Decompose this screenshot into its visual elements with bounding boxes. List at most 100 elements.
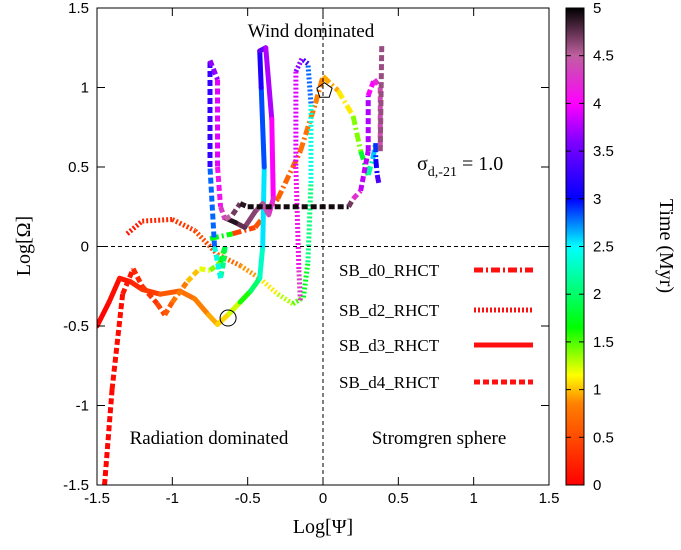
y-axis-label: Log[Ω] [13, 216, 35, 276]
series-segment [263, 45, 275, 122]
annotation-radiation-dominated: Radiation dominated [130, 428, 289, 449]
x-tick-label: -0.5 [235, 490, 261, 507]
x-tick-label: 1.5 [539, 490, 560, 507]
series-segment [335, 89, 356, 118]
colorbar-tick-label: 1.5 [593, 334, 614, 351]
series-segment [215, 310, 233, 327]
series-segment [373, 158, 380, 176]
series-segment [227, 299, 243, 316]
series-segment [313, 75, 326, 105]
series-segment [171, 217, 197, 233]
series-segment [106, 275, 123, 305]
y-tick-label: 1.5 [68, 0, 89, 17]
series-segment [372, 78, 383, 90]
series-segment [237, 288, 254, 305]
annotation-wind-dominated: Wind dominated [248, 21, 375, 42]
legend-label: SB_d3_RHCT [339, 336, 440, 355]
series-segment [209, 231, 234, 241]
series-segment [109, 293, 126, 390]
x-axis-label: Log[Ψ] [293, 516, 353, 538]
series-segment [358, 150, 371, 192]
series-segment [230, 202, 243, 217]
series-segment [238, 263, 262, 281]
series-segment [374, 174, 382, 184]
series-segment [242, 209, 258, 230]
plot-area [97, 44, 385, 485]
series-segment [258, 85, 267, 170]
colorbar-tick-label: 1 [593, 382, 601, 399]
series-segment [257, 48, 264, 90]
series-segment [185, 267, 202, 284]
series-segment [351, 189, 363, 201]
series-segment [97, 299, 112, 329]
series-segment [120, 267, 136, 296]
series-segment [275, 150, 303, 200]
series-segment [192, 296, 211, 318]
y-tick-label: -0.5 [63, 318, 89, 335]
legend: SB_d0_RHCT SB_d2_RHCT SB_d3_RHCT SB_d4_RHCT [339, 261, 533, 392]
series-segment [140, 284, 160, 306]
series-segment [365, 158, 376, 176]
series-segment [269, 116, 276, 202]
colorbar-ticks: 0 0.5 1 1.5 2 2.5 3 3.5 4 4.5 5 [566, 0, 614, 494]
marker-pentagon [316, 82, 333, 98]
colorbar-label: Time (Myr) [655, 199, 677, 293]
series-segment [199, 266, 211, 273]
series-segment [207, 166, 218, 247]
series-segment [296, 270, 303, 303]
series-segment [207, 59, 220, 81]
marker-circle [219, 309, 237, 327]
colorbar-tick-label: 4.5 [593, 48, 614, 65]
series-segment [257, 244, 266, 281]
series-segment [125, 219, 144, 236]
annotation-stromgren-sphere: Stromgren sphere [372, 428, 507, 449]
x-tick-label: -1 [166, 490, 179, 507]
series-segment [305, 182, 314, 263]
series-segment [102, 389, 115, 485]
series-segment [239, 201, 249, 210]
y-tick-label: 0 [81, 239, 89, 256]
x-tick-label: -1.5 [84, 490, 110, 507]
series-segment [221, 246, 228, 263]
series-SB_d2_RHCT [125, 56, 314, 306]
series-segment [276, 292, 295, 306]
series-segment [130, 267, 145, 288]
colorbar-tick-label: 2 [593, 286, 601, 303]
colorbar-tick-label: 5 [593, 0, 601, 17]
reference-lines [97, 8, 549, 485]
x-tick-label: 0.5 [388, 490, 409, 507]
series-segment [298, 102, 318, 152]
colorbar-tick-label: 0.5 [593, 429, 614, 446]
series-segment [212, 246, 224, 279]
colorbar-tick-label: 3 [593, 191, 601, 208]
colorbar-tick-label: 2.5 [593, 239, 614, 256]
series-segment [300, 262, 311, 298]
axis-ticks: -1.5 -1 -0.5 0 0.5 1 1.5 -1.5 -1 -0.5 0 0.5 1 1.5 [63, 0, 559, 507]
series-segment [215, 166, 224, 207]
series-segment [305, 63, 314, 104]
series-segment [142, 216, 173, 224]
annotation-sigma: σd,-21 = 1.0 [417, 153, 503, 180]
series-segment [162, 300, 175, 317]
series-segment [157, 288, 183, 297]
legend-label: SB_d0_RHCT [339, 261, 440, 280]
series-segment [293, 166, 302, 271]
series-segment [321, 74, 340, 93]
series-segment [248, 275, 263, 294]
series-SB_d4_RHCT [102, 44, 385, 485]
series-segment [193, 228, 220, 257]
colorbar-tick-label: 4 [593, 95, 601, 112]
y-tick-label: 0.5 [68, 159, 89, 176]
colorbar-tick-label: 0 [593, 477, 601, 494]
series-segment [300, 56, 310, 66]
x-tick-label: 0 [319, 490, 327, 507]
y-tick-label: -1.5 [63, 477, 89, 494]
series-segment [216, 252, 242, 268]
y-tick-label: 1 [81, 80, 89, 97]
series-segment [231, 225, 256, 237]
legend-label: SB_d2_RHCT [339, 301, 440, 320]
series-segment [350, 115, 364, 152]
series-segment [223, 212, 234, 222]
colorbar-tick-label: 3.5 [593, 143, 614, 160]
